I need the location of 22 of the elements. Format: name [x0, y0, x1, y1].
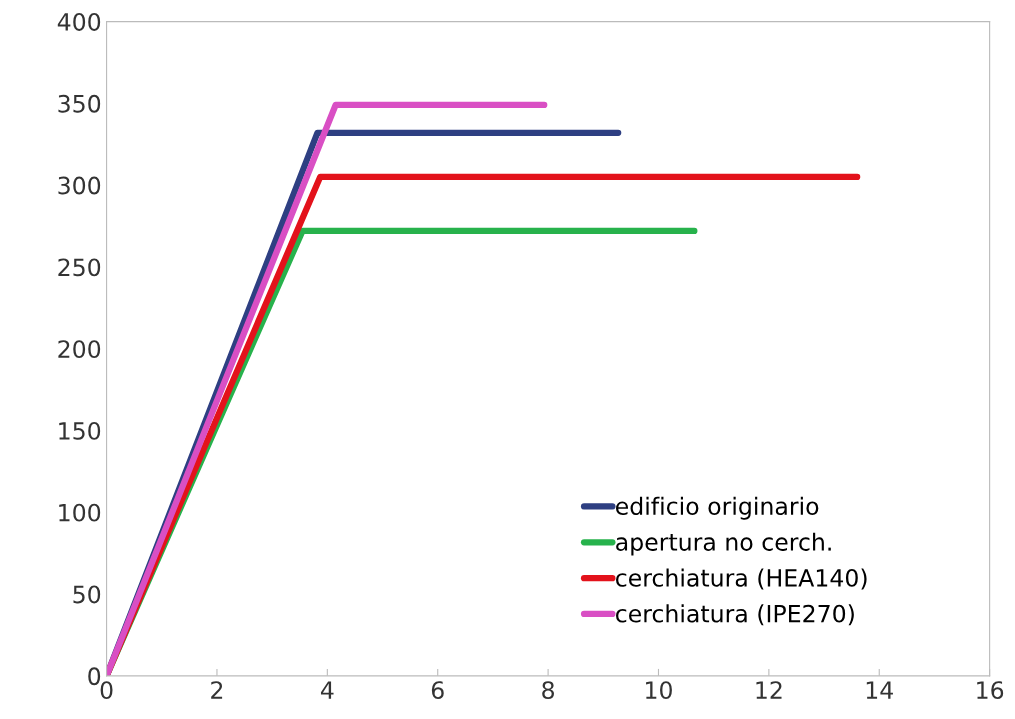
- x-tick-label: 8: [542, 681, 554, 699]
- y-tick-label: 250: [58, 258, 101, 277]
- x-tick-label: 4: [320, 681, 334, 699]
- y-tick-label: 150: [59, 421, 101, 440]
- y-tick-label: 0: [88, 667, 101, 686]
- y-tick-label: 200: [58, 340, 101, 359]
- y-tick-label: 100: [59, 503, 101, 522]
- x-tick-label: 14: [866, 681, 893, 699]
- x-tick-label: 0: [100, 681, 113, 699]
- x-tick-label: 2: [211, 681, 223, 699]
- legend-label: apertura no cerch.: [616, 532, 831, 556]
- x-tick-label: 12: [756, 681, 782, 699]
- x-tick-label: 16: [977, 681, 1004, 699]
- legend-label: cerchiatura (HEA140): [616, 568, 867, 590]
- legend-label: edificio originario: [616, 496, 819, 520]
- y-tick-label: 400: [57, 13, 101, 31]
- x-tick-label: 10: [646, 681, 672, 699]
- y-tick-label: 50: [73, 585, 101, 604]
- legend-label: cerchiatura (IPE270): [616, 604, 854, 626]
- y-tick-label: 300: [58, 176, 101, 195]
- y-tick-label: 350: [58, 94, 101, 113]
- x-tick-label: 6: [431, 681, 444, 699]
